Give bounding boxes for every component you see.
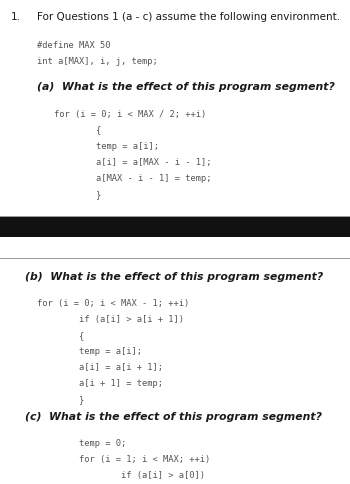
Text: }: } — [37, 394, 84, 403]
Text: for (i = 1; i < MAX; ++i): for (i = 1; i < MAX; ++i) — [37, 454, 210, 463]
Text: }: } — [54, 189, 102, 198]
Text: (c)  What is the effect of this program segment?: (c) What is the effect of this program s… — [25, 411, 321, 421]
Text: if (a[i] > a[i + 1]): if (a[i] > a[i + 1]) — [37, 314, 184, 323]
Text: a[i] = a[i + 1];: a[i] = a[i + 1]; — [37, 362, 163, 371]
Text: temp = a[i];: temp = a[i]; — [37, 346, 142, 355]
Text: a[MAX - i - 1] = temp;: a[MAX - i - 1] = temp; — [54, 173, 212, 182]
Text: a[i] = a[MAX - i - 1];: a[i] = a[MAX - i - 1]; — [54, 157, 212, 166]
Bar — [0, 218, 350, 237]
Text: for (i = 0; i < MAX / 2; ++i): for (i = 0; i < MAX / 2; ++i) — [54, 109, 206, 119]
Text: temp = a[i];: temp = a[i]; — [54, 141, 159, 151]
Text: a[i + 1] = temp;: a[i + 1] = temp; — [37, 378, 163, 387]
Text: int a[MAX], i, j, temp;: int a[MAX], i, j, temp; — [37, 57, 158, 66]
Text: {: { — [54, 125, 102, 135]
Text: {: { — [37, 330, 84, 339]
Text: for (i = 0; i < MAX - 1; ++i): for (i = 0; i < MAX - 1; ++i) — [37, 298, 189, 307]
Text: For Questions 1 (a - c) assume the following environment.: For Questions 1 (a - c) assume the follo… — [37, 12, 340, 22]
Text: 1.: 1. — [10, 12, 21, 22]
Text: if (a[i] > a[0]): if (a[i] > a[0]) — [37, 470, 205, 479]
Text: (a)  What is the effect of this program segment?: (a) What is the effect of this program s… — [37, 82, 335, 92]
Text: temp = 0;: temp = 0; — [37, 438, 126, 447]
Text: #define MAX 50: #define MAX 50 — [37, 41, 110, 50]
Text: (b)  What is the effect of this program segment?: (b) What is the effect of this program s… — [25, 271, 323, 281]
